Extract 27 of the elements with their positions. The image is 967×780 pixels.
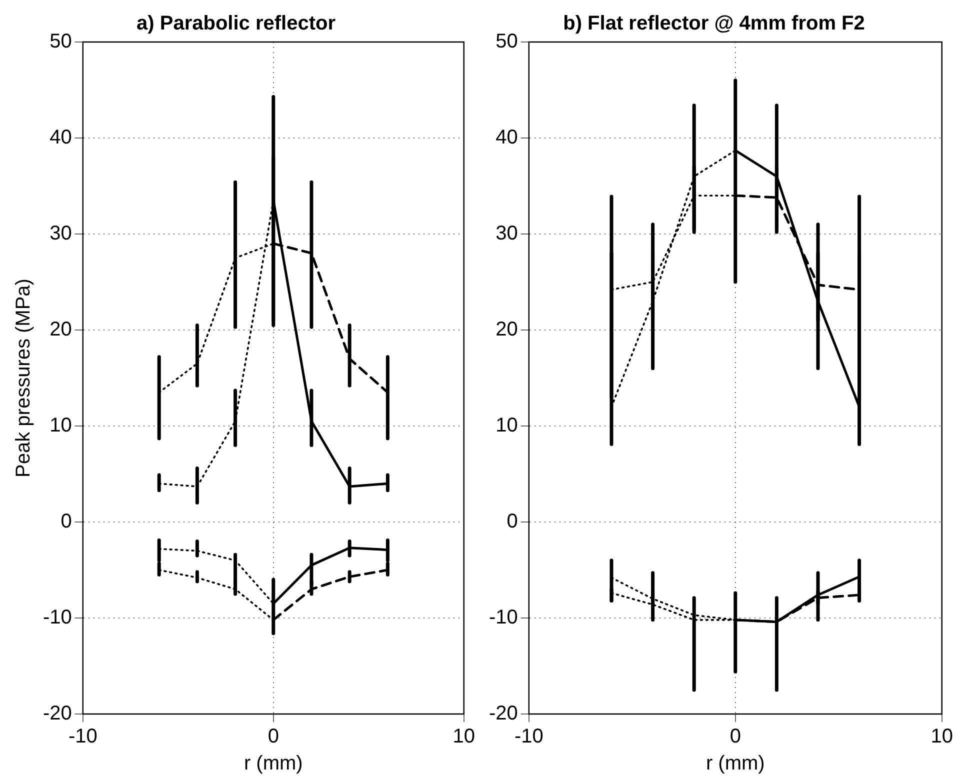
- x-tick-label: 0: [268, 726, 279, 748]
- y-tick-label: 0: [60, 510, 72, 533]
- x-tick-label: 10: [930, 726, 953, 748]
- x-tick-label: 10: [452, 726, 475, 748]
- x-axis-title: r (mm): [706, 752, 765, 775]
- x-tick-label: 0: [730, 726, 741, 748]
- chart-title: b) Flat reflector @ 4mm from F2: [563, 12, 865, 35]
- y-tick-label: 50: [496, 30, 518, 53]
- y-tick-label: 40: [50, 126, 72, 149]
- y-tick-label: -10: [43, 606, 72, 629]
- x-tick-label: -10: [68, 726, 98, 748]
- y-axis-title: Peak pressures (MPa): [12, 278, 35, 478]
- y-tick-label: 20: [50, 318, 72, 341]
- y-tick-label: -10: [489, 606, 518, 629]
- chart-title: a) Parabolic reflector: [136, 12, 336, 35]
- y-tick-label: -20: [43, 702, 72, 725]
- y-tick-label: 30: [496, 222, 518, 245]
- x-tick-label: -10: [514, 726, 544, 748]
- x-axis-title: r (mm): [244, 752, 303, 775]
- y-tick-label: -20: [489, 702, 518, 725]
- y-tick-label: 30: [50, 222, 72, 245]
- y-tick-label: 50: [50, 30, 72, 53]
- y-tick-label: 10: [50, 414, 72, 437]
- y-tick-label: 20: [496, 318, 518, 341]
- y-tick-label: 0: [506, 510, 518, 533]
- y-tick-label: 10: [496, 414, 518, 437]
- y-tick-label: 40: [496, 126, 518, 149]
